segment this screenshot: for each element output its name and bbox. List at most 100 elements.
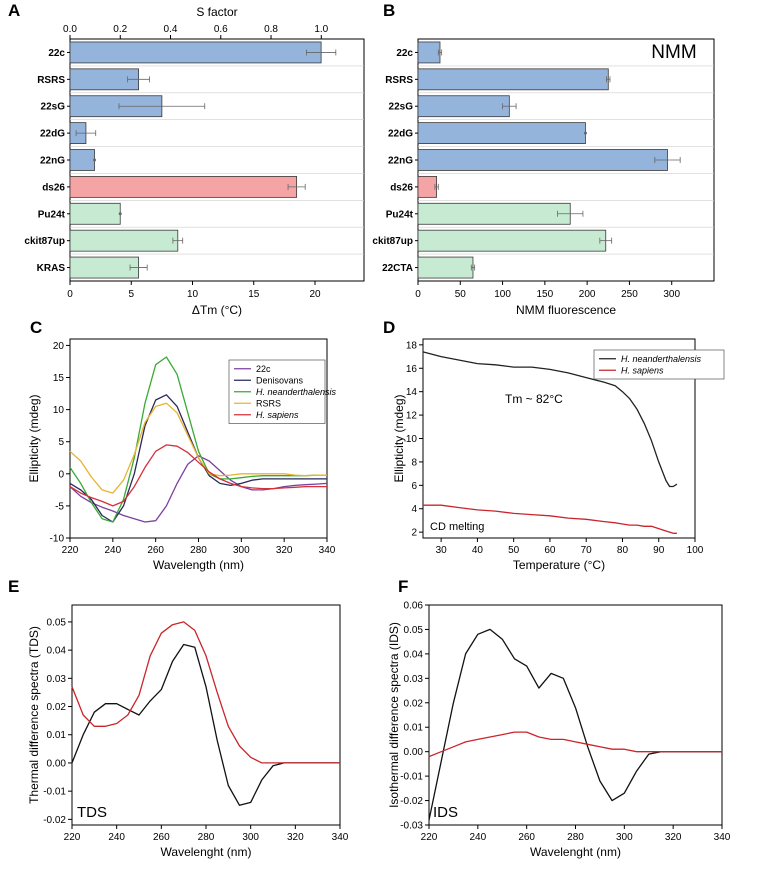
series-line-red <box>71 621 340 764</box>
error-point-22dG <box>583 131 587 135</box>
plot-frame <box>428 604 723 826</box>
panel-label-e: E <box>8 577 19 596</box>
series-line-h-neanderthalensis <box>69 356 327 523</box>
y-tick-label: 0.05 <box>47 617 67 628</box>
bar-22c <box>417 41 441 64</box>
category-label-ckit87up: ckit87up <box>24 236 65 247</box>
x-tick-label: 260 <box>518 832 535 843</box>
legend-box <box>593 349 725 380</box>
x2-tick-label: 0.6 <box>214 24 228 35</box>
x-axis-label: NMM fluorescence <box>516 303 616 317</box>
x-tick-label: 90 <box>653 545 665 556</box>
y-tick-label: 10 <box>53 405 65 416</box>
y-tick-label: 2 <box>411 528 417 539</box>
y-axis-label: Ellipticity (mdeg) <box>392 394 406 482</box>
y-tick-label: 0.00 <box>47 758 67 769</box>
series-line-h-sapiens <box>423 504 677 534</box>
x-tick-label: 40 <box>472 545 484 556</box>
category-label-22nG: 22nG <box>388 156 413 167</box>
y-tick-label: -5 <box>55 501 64 512</box>
x-tick-label: 280 <box>198 832 215 843</box>
bar-RSRS <box>417 68 609 91</box>
category-label-RSRS: RSRS <box>37 75 65 86</box>
series-line-rsrs <box>69 402 327 494</box>
bar-ckit87up <box>417 229 607 252</box>
category-label-22c: 22c <box>396 48 413 59</box>
y-tick-label: 5 <box>58 437 64 448</box>
panel-label-f: F <box>398 577 408 596</box>
category-label-22sG: 22sG <box>41 102 66 113</box>
y-tick-label: 0.02 <box>404 698 424 709</box>
y-tick-label: -0.02 <box>400 796 423 807</box>
y-tick-label: 0.04 <box>404 649 424 660</box>
bar-22dG <box>417 122 586 144</box>
x-tick-label: 300 <box>663 289 680 300</box>
bar-22nG <box>417 149 668 171</box>
series-line-22c <box>69 455 328 523</box>
y-tick-label: 0.06 <box>404 601 424 612</box>
y-tick-label: -10 <box>50 534 65 545</box>
x-tick-label: 300 <box>616 832 633 843</box>
chart-d: 30 40 50 60 70 80 90 100 2 4 6 8 10 12 14 16 18 Temperatu… <box>392 338 725 572</box>
bar-22c <box>69 41 322 64</box>
annotation: CD melting <box>430 521 484 533</box>
series-line-h-neanderthalensis <box>422 351 678 488</box>
x-tick-label: 240 <box>104 545 121 556</box>
y-tick-label: 0.00 <box>404 747 424 758</box>
y-tick-label: 16 <box>406 364 418 375</box>
y-tick-label: 0.01 <box>47 730 67 741</box>
chart-title: NMM <box>651 42 696 63</box>
bar-22nG <box>69 149 95 171</box>
series-line-black <box>428 628 722 821</box>
x-tick-label: 50 <box>455 289 467 300</box>
legend-entry: 22c <box>256 364 271 374</box>
x-tick-label: 150 <box>537 289 554 300</box>
category-label-ds26: ds26 <box>42 182 65 193</box>
x-tick-label: 50 <box>508 545 520 556</box>
panel-label-a: A <box>8 1 20 20</box>
x-tick-label: 0 <box>67 289 73 300</box>
x-tick-label: 80 <box>617 545 629 556</box>
annotation: IDS <box>433 804 458 821</box>
y-axis-label: Thermal difference spectra (TDS) <box>27 626 41 804</box>
y-tick-label: 0.03 <box>47 674 67 685</box>
x-tick-label: 30 <box>436 545 448 556</box>
x-axis-label: Temperature (°C) <box>513 558 605 572</box>
y-axis-label: Ellipticity (mdeg) <box>27 394 41 482</box>
chart-b: 22c RSRS 22sG 22dG 22nG ds26 Pu24t ckit87up 22CT… <box>372 38 715 317</box>
y-tick-label: -0.02 <box>43 815 66 826</box>
x-tick-label: 220 <box>64 832 81 843</box>
error-point-22nG <box>93 158 96 162</box>
panel-label-c: C <box>30 318 42 337</box>
legend-entry: H. sapiens <box>621 365 664 375</box>
y-tick-label: 0.01 <box>404 723 424 734</box>
x-tick-label: 300 <box>242 832 259 843</box>
y-tick-label: 8 <box>411 457 417 468</box>
category-label-22CTA: 22CTA <box>382 263 413 274</box>
x-axis-label: Wavelenght (nm) <box>161 845 252 859</box>
y-tick-label: 12 <box>406 411 418 422</box>
category-label-22dG: 22dG <box>388 129 413 140</box>
y-tick-label: 0.05 <box>404 625 424 636</box>
x-tick-label: 340 <box>714 832 731 843</box>
chart-a: 22c RSRS 22sG 22dG 22nG ds26 Pu24t ckit87up KRAS… <box>24 5 365 317</box>
x-tick-label: 5 <box>128 289 134 300</box>
x2-tick-label: 0.0 <box>63 24 77 35</box>
x2-tick-label: 0.4 <box>164 24 178 35</box>
x-tick-label: 200 <box>579 289 596 300</box>
x-tick-label: 240 <box>108 832 125 843</box>
y-tick-label: 20 <box>53 341 65 352</box>
category-label-Pu24t: Pu24t <box>38 209 66 220</box>
y-tick-label: -0.01 <box>43 787 66 798</box>
y-tick-label: 0.03 <box>404 674 424 685</box>
x-tick-label: 300 <box>233 545 250 556</box>
y-tick-label: -0.03 <box>400 821 423 832</box>
legend-entry: H. neanderthalensis <box>256 387 337 397</box>
y-tick-label: 0.02 <box>47 702 67 713</box>
bar-22sG <box>417 95 510 118</box>
x-tick-label: 260 <box>153 832 170 843</box>
bar-Pu24t <box>417 202 571 225</box>
bar-ds26 <box>417 176 438 198</box>
x-tick-label: 100 <box>687 545 704 556</box>
x-tick-label: 70 <box>581 545 593 556</box>
